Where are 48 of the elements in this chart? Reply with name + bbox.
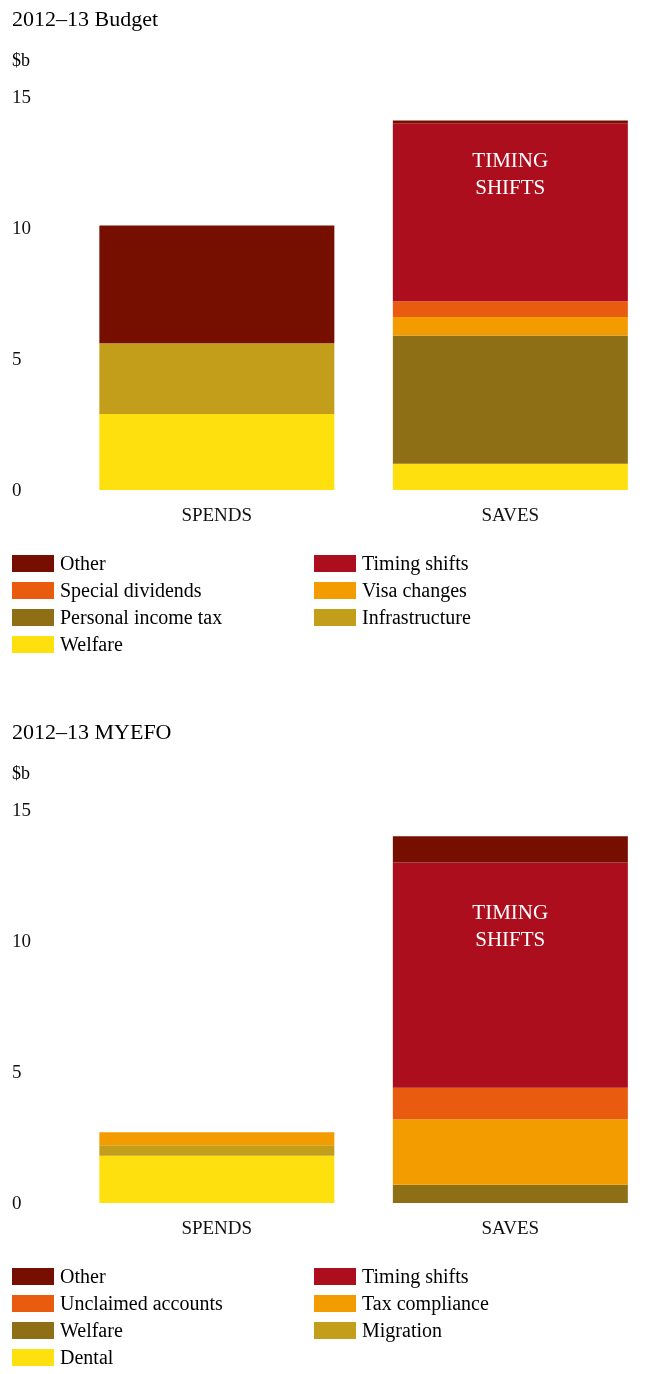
bar xyxy=(99,1155,335,1203)
bar xyxy=(99,414,335,490)
bar xyxy=(392,1184,628,1203)
y-tick-label: 10 xyxy=(12,217,31,238)
y-tick-label: 0 xyxy=(12,1192,22,1213)
x-tick-label: SAVES xyxy=(481,504,540,526)
bar xyxy=(99,225,335,344)
annotation: TIMING SHIFTS xyxy=(472,900,549,952)
legend-label: Dental xyxy=(59,1346,115,1369)
bar xyxy=(392,123,628,302)
y-tick-label: 5 xyxy=(12,1061,22,1082)
legend-label: Timing shifts xyxy=(361,552,470,575)
legend-label: Welfare xyxy=(59,633,124,656)
bar xyxy=(99,1132,335,1146)
legend-label: Timing shifts xyxy=(361,1265,470,1288)
bar xyxy=(392,1119,628,1185)
x-tick-label: SPENDS xyxy=(181,504,253,526)
y-tick-label: 15 xyxy=(12,86,31,107)
chart-title: 2012–13 MYEFO xyxy=(12,719,172,745)
bar xyxy=(392,463,628,490)
bar xyxy=(392,335,628,464)
legend-label: Tax compliance xyxy=(361,1292,490,1315)
bar xyxy=(392,317,628,336)
legend-label: Infrastructure xyxy=(361,606,472,629)
annotation: TIMING SHIFTS xyxy=(472,148,549,200)
y-tick-label: 15 xyxy=(12,799,31,820)
y-axis-title: $b xyxy=(12,50,30,71)
legend-label: Migration xyxy=(361,1319,443,1342)
y-tick-label: 5 xyxy=(12,348,22,369)
y-tick-label: 0 xyxy=(12,479,22,500)
legend-label: Visa changes xyxy=(361,579,468,602)
bar xyxy=(392,836,628,863)
legend-label: Welfare xyxy=(59,1319,124,1342)
y-tick-label: 10 xyxy=(12,930,31,951)
legend-label: Personal income tax xyxy=(59,606,224,629)
bar xyxy=(392,862,628,1088)
legend-label: Special dividends xyxy=(59,579,203,602)
bar xyxy=(392,301,628,318)
bar xyxy=(392,1087,628,1120)
y-axis-title: $b xyxy=(12,763,30,784)
chart-title: 2012–13 Budget xyxy=(12,6,159,32)
x-tick-label: SAVES xyxy=(481,1217,540,1239)
legend-label: Other xyxy=(59,552,107,575)
bar xyxy=(99,1145,335,1156)
bar xyxy=(99,343,335,415)
legend-label: Other xyxy=(59,1265,107,1288)
legend-label: Unclaimed accounts xyxy=(59,1292,224,1315)
x-tick-label: SPENDS xyxy=(181,1217,253,1239)
